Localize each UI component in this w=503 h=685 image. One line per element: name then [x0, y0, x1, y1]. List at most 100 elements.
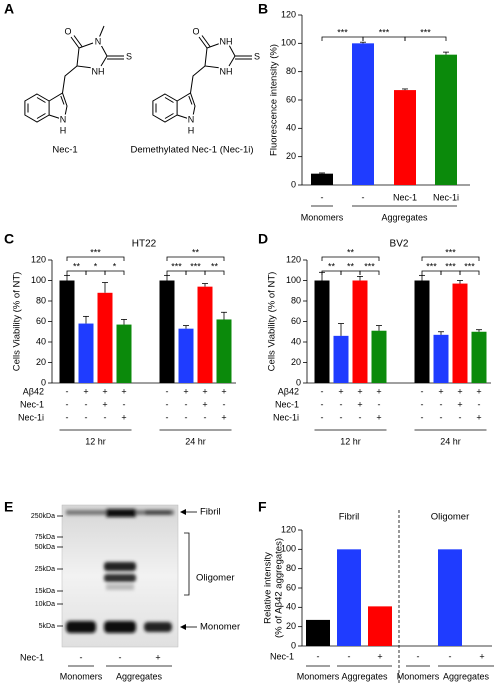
atom-label: NH [92, 66, 105, 76]
atom-label: N [95, 36, 102, 46]
y-tick-label: 60 [36, 316, 46, 326]
treatment-mark: - [421, 399, 424, 409]
error-bar [202, 283, 208, 287]
treatment-mark: - [166, 399, 169, 409]
significance-label: *** [426, 261, 437, 271]
significance-bracket [459, 270, 480, 275]
group-label: Aggregates [341, 671, 388, 681]
atom-label: H [60, 125, 67, 135]
molecule-name: Demethylated Nec-1 (Nec-1i) [130, 145, 253, 156]
significance-bracket [85, 270, 106, 275]
treatment-mark: - [104, 412, 107, 422]
treatment-mark: + [221, 412, 226, 422]
treatment-mark: + [476, 412, 481, 422]
treatment-mark: - [321, 386, 324, 396]
treatment-mark: - [348, 651, 351, 661]
treatment-mark: - [204, 412, 207, 422]
treatment-mark: + [457, 399, 462, 409]
group-label: Aggregates [116, 671, 163, 681]
bar [452, 283, 468, 383]
row-label: Nec-1 [20, 399, 44, 409]
band-label: Oligomer [196, 573, 235, 584]
y-tick-label: 120 [281, 524, 296, 534]
panel-label: D [258, 231, 268, 247]
row-label: Nec-1i [273, 412, 299, 422]
error-bar [121, 319, 127, 325]
bar [116, 324, 132, 383]
treatment-mark: - [459, 412, 462, 422]
bar [352, 280, 368, 383]
treatment-mark: + [102, 386, 107, 396]
significance-label: ** [211, 261, 219, 271]
significance-bracket [185, 270, 206, 275]
band-label: Fibril [200, 507, 221, 518]
bar [352, 43, 374, 186]
atom-label: S [254, 51, 260, 61]
treatment-mark: - [185, 399, 188, 409]
chart-title: HT22 [132, 239, 157, 250]
x-tick-label: - [362, 192, 365, 202]
y-tick-label: 0 [41, 377, 46, 387]
y-tick-label: 80 [36, 295, 46, 305]
section-label: Oligomer [431, 512, 470, 523]
group-label: Aggregates [443, 671, 490, 681]
panel-label: F [258, 499, 267, 515]
significance-label: *** [364, 261, 375, 271]
row-label: Nec-1 [275, 399, 299, 409]
significance-label: ** [347, 261, 355, 271]
y-tick-label: 80 [286, 66, 296, 76]
error-bar [357, 275, 363, 281]
bar [311, 173, 333, 185]
group-label: Monomers [397, 671, 440, 681]
significance-bracket [359, 270, 380, 275]
significance-bracket [66, 270, 87, 275]
atom-label: O [64, 26, 71, 36]
bar [178, 328, 194, 383]
significance-label: *** [379, 27, 390, 37]
treatment-mark: - [340, 399, 343, 409]
bar [197, 286, 213, 383]
treatment-mark: + [202, 399, 207, 409]
y-axis-label: (% of Aβ42 aggregates) [274, 538, 285, 638]
marker-label: 25kDa [35, 566, 55, 573]
section-label: Fibril [339, 512, 360, 523]
significance-label: * [94, 261, 98, 271]
error-bar [438, 331, 444, 335]
significance-bracket [321, 256, 380, 261]
treatment-mark: - [440, 399, 443, 409]
treatment-mark: - [321, 399, 324, 409]
bar [471, 331, 487, 383]
significance-label: ** [328, 261, 336, 271]
y-axis-label: Cells Viability (% of NT) [267, 272, 278, 372]
row-label: Aβ42 [278, 386, 299, 396]
treatment-mark: - [166, 412, 169, 422]
y-tick-label: 80 [286, 563, 296, 573]
group-label: 24 hr [185, 436, 206, 446]
significance-bracket [421, 270, 442, 275]
band-bracket [184, 532, 190, 596]
marker-label: 10kDa [35, 601, 55, 608]
panel-label: C [4, 231, 14, 247]
atom-label: N [188, 114, 195, 124]
y-tick-label: 20 [286, 621, 296, 631]
significance-bracket [321, 270, 342, 275]
bar [333, 335, 349, 383]
treatment-mark: + [376, 412, 381, 422]
atom-label: H [188, 125, 195, 135]
treatment-mark: - [340, 412, 343, 422]
x-tick-label: - [321, 192, 324, 202]
atom-label: N [60, 114, 67, 124]
group-label: 12 hr [85, 436, 106, 446]
significance-label: *** [464, 261, 475, 271]
band-label: Monomer [200, 622, 240, 633]
y-tick-label: 120 [281, 9, 296, 19]
significance-bracket [66, 256, 125, 261]
atom-label: O [192, 26, 199, 36]
error-bar [83, 315, 89, 324]
bar [438, 549, 462, 646]
significance-bracket [362, 36, 406, 41]
treatment-mark: + [338, 386, 343, 396]
y-tick-label: 40 [36, 336, 46, 346]
y-tick-label: 100 [286, 275, 301, 285]
